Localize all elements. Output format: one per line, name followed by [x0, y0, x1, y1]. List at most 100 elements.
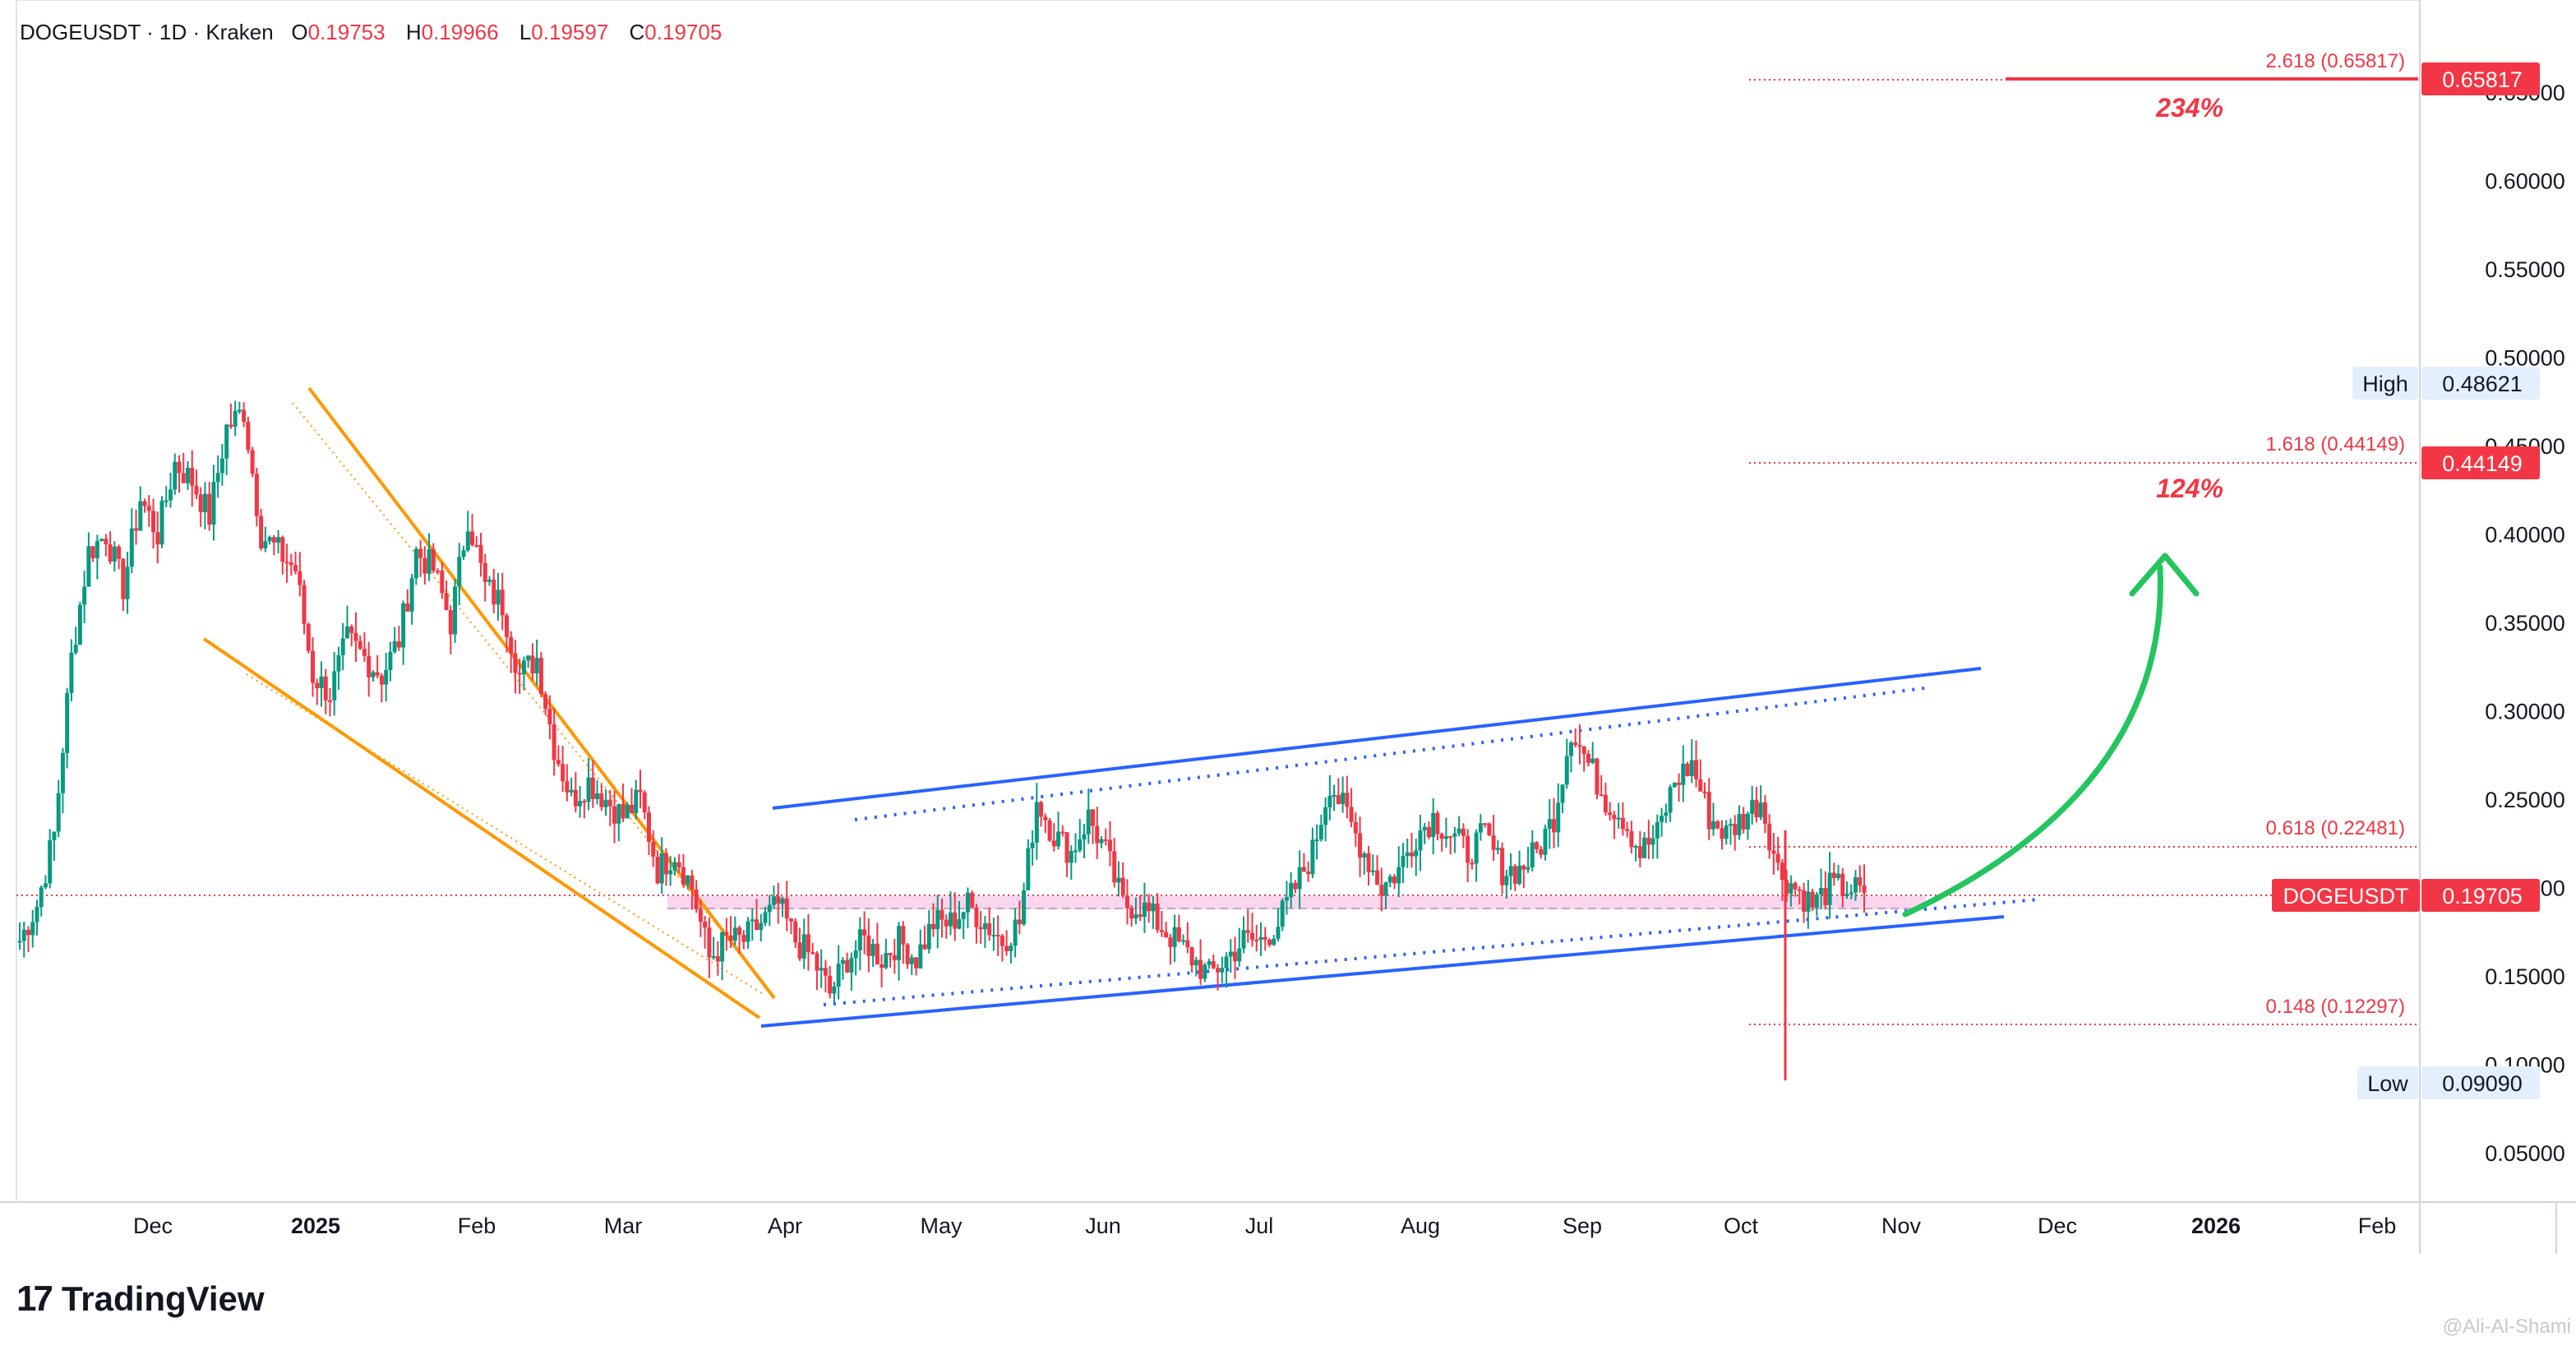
candle-body	[211, 482, 216, 525]
candle-body	[1327, 795, 1332, 807]
candle-body	[1715, 821, 1720, 829]
candle-body	[1095, 825, 1100, 844]
candle-body	[353, 632, 358, 641]
candle-body	[1439, 834, 1444, 839]
candle-body	[603, 799, 608, 807]
candle-body	[978, 927, 983, 930]
candle-body	[1586, 753, 1590, 763]
candle-body	[1560, 784, 1565, 803]
candle-body	[1754, 799, 1759, 818]
candle-body	[1392, 876, 1397, 884]
candle-body	[746, 921, 750, 942]
candle-body	[1129, 908, 1134, 919]
candle-body	[1039, 802, 1044, 817]
candle-body	[25, 929, 30, 936]
candle-body	[1013, 919, 1018, 946]
candle-body	[578, 801, 583, 807]
candle-body	[1323, 807, 1328, 825]
current-price-axis-tag-text: 0.19705	[2442, 884, 2523, 908]
plot-area-border	[16, 0, 2421, 1203]
open-value: 0.19753	[307, 20, 385, 44]
candle-body	[1637, 846, 1642, 858]
candle-body	[30, 922, 35, 936]
candle-body	[1409, 852, 1414, 857]
tradingview-logo-icon: 17	[16, 1278, 53, 1319]
candle-body	[897, 926, 902, 960]
candle-body	[117, 546, 122, 559]
candle-body	[134, 528, 139, 531]
candle-body	[1771, 850, 1776, 854]
candle-body	[1831, 872, 1836, 878]
candle-body	[1237, 948, 1242, 962]
candle-body	[1616, 817, 1621, 820]
time-tick-label: Mar	[604, 1214, 643, 1238]
candle-body	[1564, 756, 1569, 785]
time-tick-label: Aug	[1401, 1214, 1440, 1238]
fib-2618-percent: 234%	[2155, 93, 2223, 123]
high-value-tag-bg	[2421, 367, 2540, 400]
candle-body	[413, 548, 418, 579]
candle-body	[280, 537, 285, 562]
candle-body	[1017, 919, 1022, 925]
price-tick-label: 0.25000	[2485, 788, 2565, 812]
candle-body	[772, 896, 777, 905]
candle-body	[1069, 851, 1073, 863]
tradingview-logo[interactable]: 17 TradingView	[16, 1278, 265, 1320]
candle-body	[630, 804, 635, 814]
candle-body	[1677, 782, 1682, 785]
candle-body	[1216, 968, 1221, 973]
candle-body	[1026, 848, 1031, 890]
time-tick-label: Feb	[458, 1214, 496, 1238]
low-label-bg	[2357, 1066, 2418, 1099]
candle-body	[1176, 927, 1181, 941]
candle-body	[1362, 853, 1367, 858]
candle-body	[1181, 940, 1186, 942]
candle-body	[543, 694, 548, 710]
candle-body	[298, 571, 302, 585]
candle-body	[621, 804, 626, 819]
candle-body	[686, 875, 690, 885]
candle-body	[573, 789, 578, 807]
candle-body	[418, 548, 423, 558]
time-tick-label: Jul	[1245, 1214, 1274, 1238]
candle-body	[215, 473, 220, 483]
candle-body	[759, 922, 764, 931]
candle-body	[690, 875, 695, 890]
low-value-tag: 0.09090	[2421, 1066, 2540, 1099]
price-tick-label: 0.40000	[2485, 523, 2565, 548]
candle-body	[901, 926, 906, 945]
candle-body	[836, 964, 841, 987]
candle-body	[367, 655, 372, 677]
candle-body	[905, 944, 910, 964]
candle-body	[1043, 816, 1048, 821]
fib-1618-percent: 124%	[2156, 474, 2223, 503]
candle-body	[823, 968, 828, 976]
price-tick-label: 0.55000	[2485, 257, 2565, 282]
candle-body	[1091, 809, 1096, 826]
time-tick-label: Nov	[1881, 1214, 1922, 1238]
candle-body	[1310, 839, 1315, 875]
time-tick-label: Feb	[2358, 1214, 2397, 1238]
price-chart[interactable]: 0.050000.100000.150000.200000.250000.300…	[0, 0, 2576, 1258]
price-labels: 0.65817 0.44149 0.19705 0.48621 0.09090 High L…	[2155, 50, 2540, 1099]
candle-body	[513, 653, 518, 673]
candle-body	[1314, 839, 1319, 842]
candle-body	[1724, 825, 1729, 839]
candle-body	[1306, 871, 1311, 875]
candle-body	[461, 550, 466, 557]
candle-body	[327, 700, 332, 702]
candle-body	[1517, 865, 1522, 884]
candle-body	[832, 986, 837, 994]
candle-body	[1435, 812, 1440, 835]
candle-body	[99, 539, 104, 541]
candle-body	[1073, 850, 1078, 853]
candle-body	[659, 853, 664, 884]
candle-body	[90, 546, 95, 558]
candle-body	[521, 660, 526, 675]
candle-body	[1806, 891, 1811, 912]
candle-body	[1375, 870, 1380, 885]
candle-body	[263, 541, 268, 549]
candle-body	[302, 585, 307, 624]
candle-body	[926, 923, 931, 950]
candle-body	[1422, 826, 1427, 831]
